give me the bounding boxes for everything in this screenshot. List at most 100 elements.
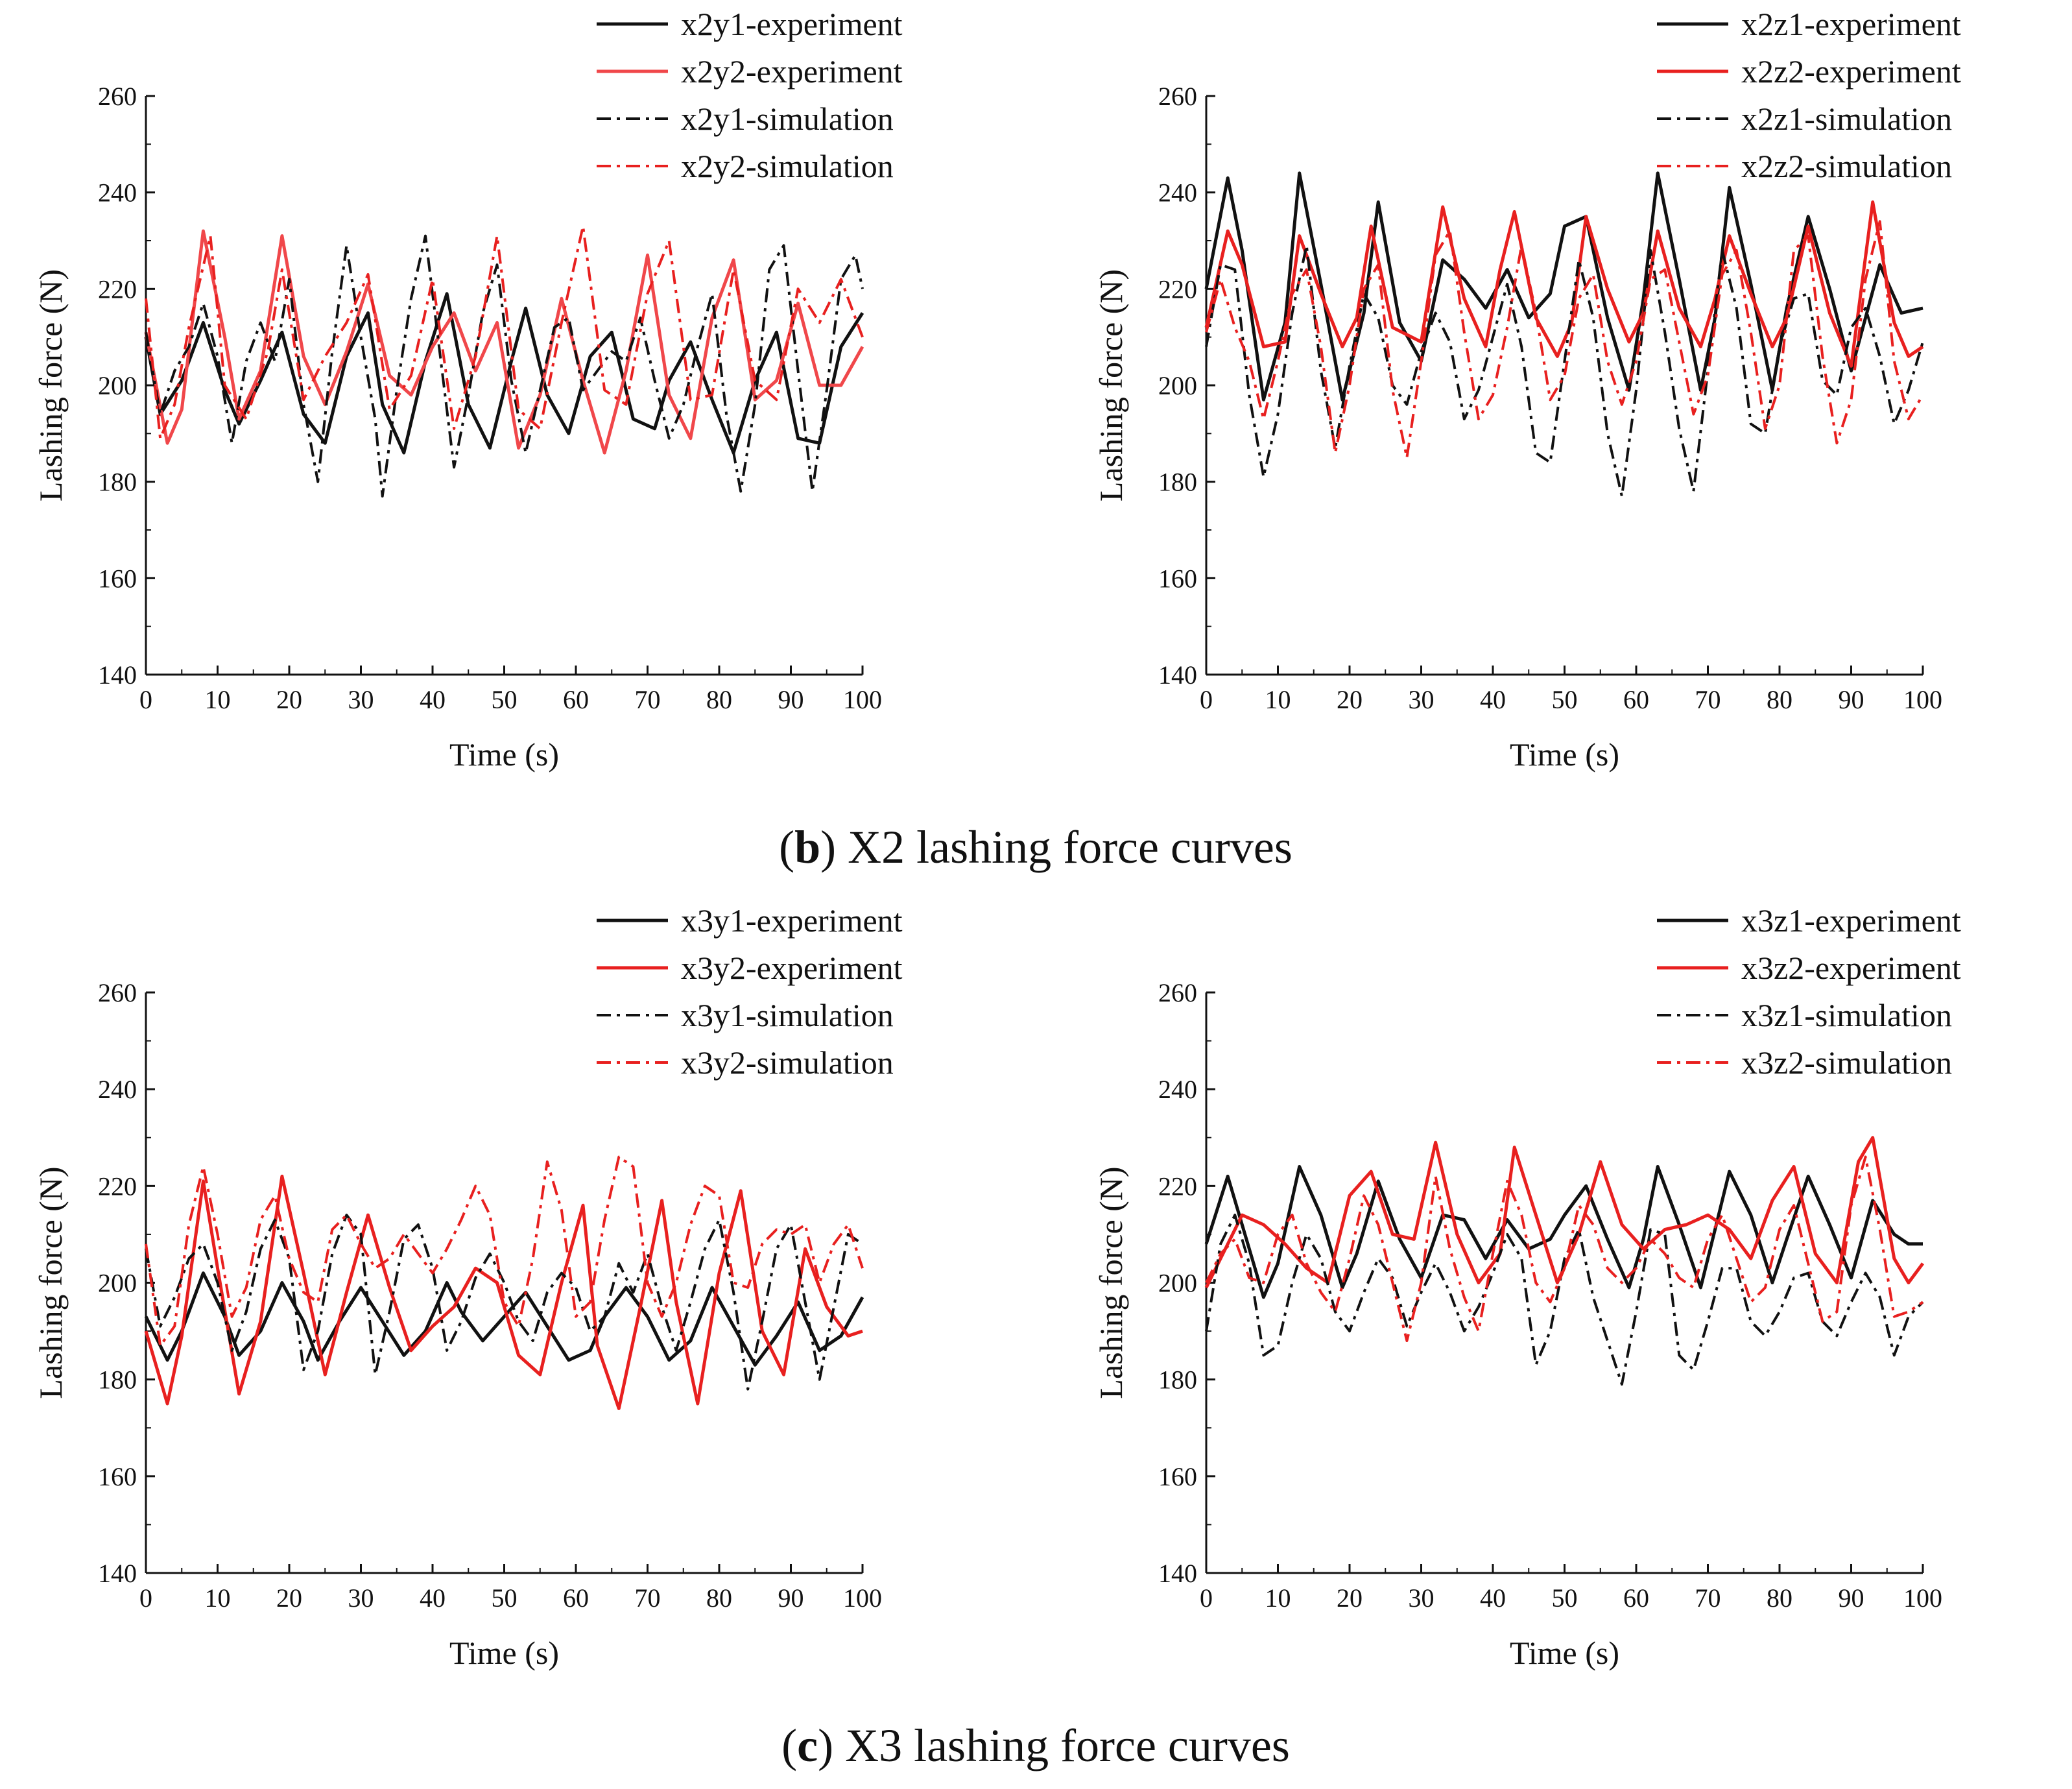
x-tick-label: 20 — [1337, 685, 1363, 714]
x-tick-label: 0 — [1200, 1583, 1213, 1613]
legend-item: x2z2-experiment — [1657, 53, 1961, 90]
x-tick-label: 0 — [1200, 685, 1213, 714]
x-tick-label: 70 — [1695, 685, 1721, 714]
x-tick-label: 50 — [1552, 685, 1578, 714]
legend-label: x2z1-simulation — [1741, 101, 1952, 137]
legend-item: x2y1-simulation — [597, 101, 894, 137]
x-tick-label: 40 — [1480, 685, 1506, 714]
legend-label: x2y1-simulation — [681, 101, 894, 137]
legend-item: x3z1-simulation — [1657, 997, 1952, 1033]
legend-item: x3z1-experiment — [1657, 902, 1961, 939]
legend-item: x2z1-simulation — [1657, 101, 1952, 137]
x-tick-label: 0 — [139, 685, 152, 714]
legend-label: x2z2-experiment — [1741, 53, 1961, 90]
y-axis-label: Lashing force (N) — [32, 269, 69, 501]
x-tick-label: 100 — [843, 1583, 882, 1613]
y-tick-label: 160 — [98, 564, 137, 593]
series-line-x3z2-experiment — [1204, 1136, 1925, 1289]
x-tick-label: 60 — [563, 1583, 589, 1613]
y-tick-label: 260 — [1158, 978, 1197, 1007]
x-axis-label: Time (s) — [449, 736, 559, 773]
y-tick-label: 200 — [98, 371, 137, 400]
y-tick-label: 220 — [98, 274, 137, 304]
y-tick-label: 220 — [1158, 274, 1197, 304]
y-axis-label: Lashing force (N) — [32, 1166, 69, 1399]
x-tick-label: 70 — [635, 1583, 661, 1613]
y-axis-label: Lashing force (N) — [1093, 1166, 1129, 1399]
y-tick-label: 160 — [1158, 564, 1197, 593]
legend-label: x3y1-simulation — [681, 997, 894, 1033]
legend-label: x3z2-experiment — [1741, 950, 1961, 986]
legend-label: x2z2-simulation — [1741, 148, 1952, 184]
y-tick-label: 200 — [98, 1269, 137, 1298]
legend-item: x2y2-experiment — [597, 53, 903, 90]
legend-label: x3y2-experiment — [681, 950, 903, 986]
series-line-x3z1-experiment — [1204, 1165, 1923, 1299]
chart-x3y: 0 10 20 30 40 50 60 70 80 90 100 140 160 180 200 220 240… — [32, 902, 903, 1671]
y-tick-label: 180 — [98, 1365, 137, 1395]
x-tick-label: 80 — [706, 685, 732, 714]
x-tick-label: 40 — [1480, 1583, 1506, 1613]
legend-item: x3y1-simulation — [597, 997, 894, 1033]
x-tick-label: 60 — [1623, 685, 1649, 714]
x-tick-label: 50 — [1552, 1583, 1578, 1613]
x-tick-label: 30 — [1409, 1583, 1435, 1613]
series-line-x2y2-simulation — [145, 224, 864, 440]
legend-label: x2z1-experiment — [1741, 6, 1961, 42]
y-tick-label: 200 — [1158, 371, 1197, 400]
y-tick-label: 260 — [98, 82, 137, 111]
x-tick-label: 90 — [778, 1583, 804, 1613]
y-tick-label: 160 — [98, 1462, 137, 1491]
series-line-x2y1-simulation — [145, 234, 864, 498]
chart-x3z: 0 10 20 30 40 50 60 70 80 90 100 140 160 180 200 220 240… — [1093, 902, 1961, 1671]
x-axis-label: Time (s) — [1510, 736, 1619, 773]
chart-x2z: 0 10 20 30 40 50 60 70 80 90 100 140 160 180 200 220 240… — [1093, 6, 1961, 773]
x-tick-label: 10 — [205, 1583, 231, 1613]
x-tick-label: 30 — [348, 685, 374, 714]
x-tick-label: 10 — [205, 685, 231, 714]
x-tick-label: 80 — [1767, 1583, 1792, 1613]
y-tick-label: 160 — [1158, 1462, 1197, 1491]
y-tick-label: 180 — [1158, 1365, 1197, 1395]
legend-item: x2z1-experiment — [1657, 6, 1961, 42]
x-tick-label: 90 — [1839, 685, 1864, 714]
x-tick-label: 20 — [276, 1583, 302, 1613]
x-axis-label: Time (s) — [1510, 1635, 1619, 1671]
y-tick-label: 140 — [98, 1559, 137, 1588]
y-tick-label: 240 — [1158, 178, 1197, 208]
x-tick-label: 90 — [1839, 1583, 1864, 1613]
series-line-x3y2-simulation — [145, 1155, 864, 1347]
x-tick-label: 30 — [1409, 685, 1435, 714]
series-line-x3y2-experiment — [144, 1174, 863, 1410]
y-tick-label: 140 — [98, 660, 137, 690]
x-tick-label: 100 — [843, 685, 882, 714]
chart-x2y: 0 10 20 30 40 50 60 70 80 90 100 140 160 180 200 220 240… — [32, 6, 903, 773]
legend-label: x3z1-simulation — [1741, 997, 1952, 1033]
x-tick-label: 70 — [635, 685, 661, 714]
series-line-x2y1-experiment — [144, 292, 864, 455]
y-tick-label: 240 — [98, 1075, 137, 1104]
y-tick-label: 180 — [1158, 468, 1197, 497]
x-tick-label: 70 — [1695, 1583, 1721, 1613]
y-tick-label: 240 — [98, 178, 137, 208]
y-axis-label: Lashing force (N) — [1093, 269, 1129, 501]
legend-label: x3z1-experiment — [1741, 902, 1961, 939]
y-tick-label: 180 — [98, 468, 137, 497]
caption-c: (c) X3 lashing force curves — [781, 1720, 1290, 1771]
x-tick-label: 40 — [420, 685, 446, 714]
x-tick-label: 0 — [139, 1583, 152, 1613]
series-line-x2y2-experiment — [144, 229, 864, 455]
x-tick-label: 100 — [1903, 685, 1942, 714]
series-line-x3y1-simulation — [145, 1214, 864, 1391]
legend-label: x3y2-simulation — [681, 1044, 894, 1081]
legend-item: x3y2-experiment — [597, 950, 903, 986]
y-tick-label: 220 — [1158, 1171, 1197, 1201]
legend-label: x3z2-simulation — [1741, 1044, 1952, 1081]
x-tick-label: 30 — [348, 1583, 374, 1613]
legend-label: x3y1-experiment — [681, 902, 903, 939]
series-line-x2z1-simulation — [1205, 244, 1924, 498]
y-tick-label: 260 — [1158, 82, 1197, 111]
caption-b: (b) X2 lashing force curves — [779, 821, 1292, 873]
legend-item: x2y2-simulation — [597, 148, 894, 184]
